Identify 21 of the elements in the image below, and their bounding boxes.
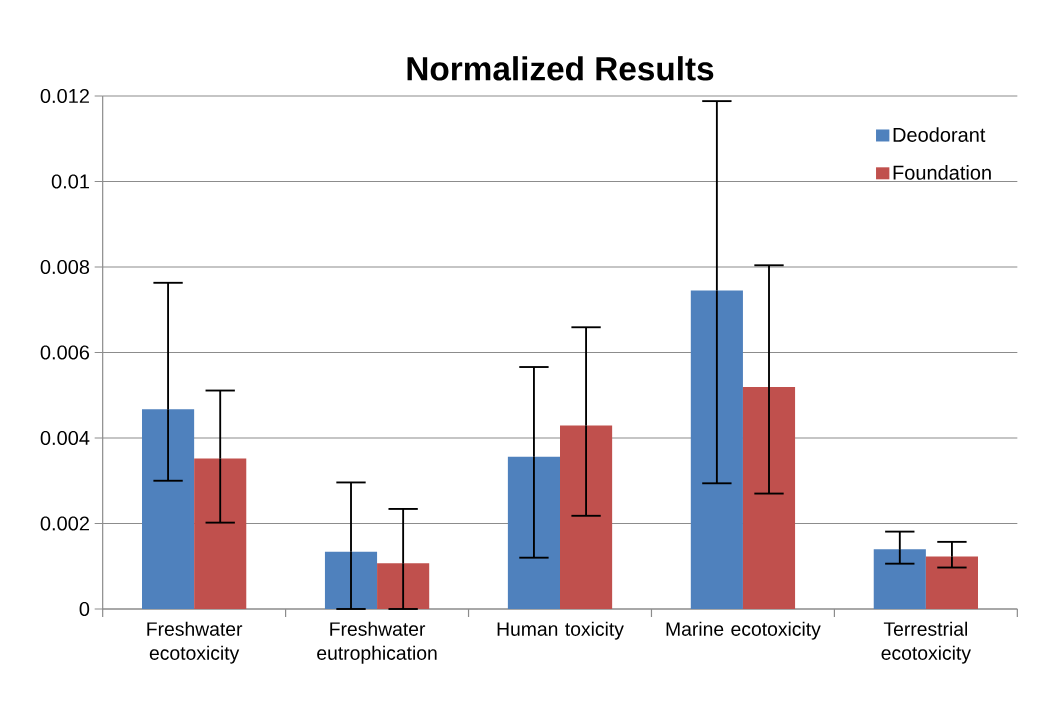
bar: [560, 425, 613, 609]
y-tick-label: 0.008: [40, 259, 90, 275]
bar: [873, 549, 926, 609]
y-tick-label: 0.012: [40, 88, 89, 104]
y-tick-label: 0.006: [40, 345, 90, 360]
legend-label: Deodorant: [893, 127, 986, 142]
y-tick-label: 0.01: [51, 174, 89, 189]
x-tick-label: Terrestrial ecotoxicity: [881, 621, 971, 664]
bar: [142, 409, 195, 609]
bar: [742, 387, 796, 609]
bar: [925, 556, 978, 609]
x-tick-label: Freshwater ecotoxicity: [147, 621, 243, 664]
x-tick-label: Freshwater eutrophication: [317, 621, 437, 664]
x-tick-label: Human toxicity: [497, 621, 624, 640]
legend-label: Foundation: [893, 165, 991, 180]
y-tick-label: 0.004: [40, 430, 90, 446]
x-tick-label: Marine ecotoxicity: [666, 621, 821, 640]
y-tick-label: 0: [79, 601, 90, 617]
bar: [194, 458, 247, 609]
y-tick-label: 0.002: [40, 516, 89, 531]
chart-title: Normalized Results: [407, 56, 714, 81]
